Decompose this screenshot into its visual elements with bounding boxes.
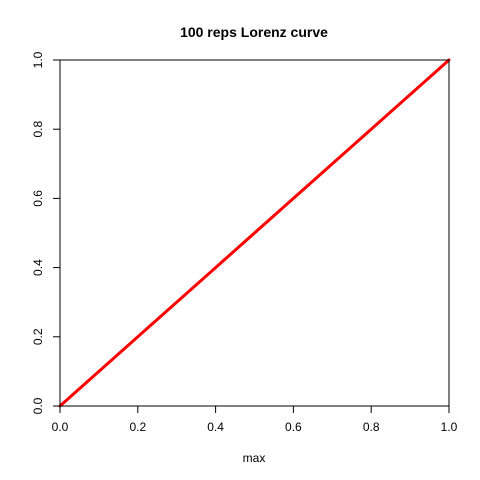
x-tick-label: 0.8 <box>363 420 380 434</box>
y-tick-label: 0.2 <box>31 328 45 345</box>
chart-title: 100 reps Lorenz curve <box>180 24 328 40</box>
x-tick-label: 1.0 <box>441 420 458 434</box>
y-tick-label: 0.4 <box>31 259 45 276</box>
x-tick-label: 0.4 <box>207 420 224 434</box>
y-tick-label: 1.0 <box>31 51 45 68</box>
y-tick-label: 0.0 <box>31 397 45 414</box>
series-line-2 <box>58 58 451 408</box>
y-tick-label: 0.8 <box>31 121 45 138</box>
series-layer <box>58 58 451 408</box>
x-tick-label: 0.2 <box>129 420 146 434</box>
y-tick-label: 0.6 <box>31 190 45 207</box>
x-tick-label: 0.6 <box>285 420 302 434</box>
x-axis: 0.0 0.2 0.4 0.6 0.8 1.0 <box>52 406 458 434</box>
plot-box <box>59 59 450 407</box>
x-tick-label: 0.0 <box>52 420 69 434</box>
y-axis: 0.0 0.2 0.4 0.6 0.8 1.0 <box>31 51 60 414</box>
x-axis-label: max <box>243 451 266 465</box>
